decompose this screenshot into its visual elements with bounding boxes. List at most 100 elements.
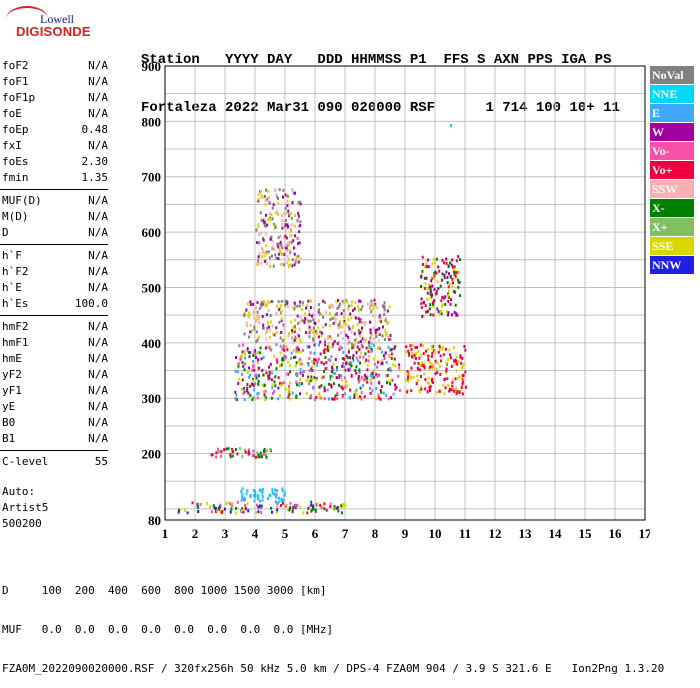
data-point xyxy=(353,332,356,336)
data-point xyxy=(442,261,445,265)
data-point xyxy=(438,390,441,393)
data-point xyxy=(452,265,454,269)
data-point xyxy=(383,313,386,316)
data-point xyxy=(354,338,356,342)
data-point xyxy=(323,502,326,506)
data-point xyxy=(420,306,423,310)
data-point xyxy=(349,388,351,392)
data-point xyxy=(279,364,281,368)
data-point xyxy=(263,393,266,397)
data-point xyxy=(337,323,340,327)
data-point xyxy=(280,319,283,323)
data-point xyxy=(332,316,335,320)
data-point xyxy=(448,272,450,276)
data-point xyxy=(360,375,363,379)
data-point xyxy=(315,331,318,335)
data-point xyxy=(271,510,273,514)
data-point xyxy=(282,188,285,192)
x-tick-label: 3 xyxy=(222,526,229,541)
data-point xyxy=(283,338,286,341)
data-point xyxy=(264,396,267,400)
data-point xyxy=(299,224,302,227)
data-point xyxy=(191,501,194,505)
data-point xyxy=(231,452,234,456)
data-point xyxy=(258,321,261,325)
data-point xyxy=(253,325,256,329)
data-point xyxy=(288,240,291,244)
data-point xyxy=(283,348,286,352)
data-point xyxy=(257,380,260,383)
data-point xyxy=(398,366,401,370)
data-point xyxy=(424,282,427,286)
data-point xyxy=(422,344,424,348)
data-point xyxy=(318,392,321,396)
param-row: foF2 N/A xyxy=(0,58,110,74)
data-point xyxy=(307,507,310,510)
data-point xyxy=(225,502,228,506)
data-point xyxy=(260,511,263,514)
data-point xyxy=(314,322,317,326)
data-point xyxy=(247,375,250,379)
data-point xyxy=(372,343,375,347)
data-point xyxy=(262,218,265,222)
data-point xyxy=(394,345,397,349)
data-point xyxy=(294,191,296,195)
data-point xyxy=(324,356,327,359)
param-row: hmF2 N/A xyxy=(0,319,110,335)
data-point xyxy=(259,504,261,508)
data-point xyxy=(413,353,416,357)
data-point xyxy=(260,304,263,308)
data-point xyxy=(260,231,263,235)
data-point xyxy=(253,494,256,498)
data-point xyxy=(319,340,322,344)
data-cluster xyxy=(240,487,286,504)
data-point xyxy=(456,362,459,366)
data-point xyxy=(285,247,288,251)
data-point xyxy=(350,342,353,346)
data-point xyxy=(436,280,439,284)
data-point xyxy=(335,300,338,304)
param-value: 2.30 xyxy=(81,155,109,168)
data-point xyxy=(297,260,300,264)
data-point xyxy=(260,189,262,193)
param-row: fmin 1.35 xyxy=(0,170,110,186)
data-point xyxy=(257,223,260,227)
param-value: N/A xyxy=(88,352,108,365)
data-point xyxy=(261,498,264,502)
data-point xyxy=(446,276,449,279)
data-point xyxy=(296,236,299,240)
param-name: fmin xyxy=(2,171,29,184)
data-point xyxy=(284,246,287,250)
data-point xyxy=(316,359,319,363)
data-point xyxy=(269,320,272,324)
data-point xyxy=(287,334,290,338)
data-point xyxy=(268,376,271,380)
data-point xyxy=(248,315,251,319)
data-point xyxy=(308,356,311,360)
data-point xyxy=(393,357,396,361)
data-point xyxy=(249,330,252,334)
data-point xyxy=(291,508,294,512)
data-point xyxy=(350,364,353,368)
data-point xyxy=(398,368,401,372)
param-row: B0 N/A xyxy=(0,415,110,431)
data-point xyxy=(338,305,341,309)
param-row: yE N/A xyxy=(0,399,110,415)
data-point xyxy=(450,364,453,368)
data-point xyxy=(306,304,309,308)
data-point xyxy=(346,342,349,346)
data-point xyxy=(268,301,271,305)
data-point xyxy=(453,270,456,274)
data-point xyxy=(277,245,280,249)
data-point xyxy=(357,359,360,363)
data-point xyxy=(245,308,248,312)
data-point xyxy=(298,360,301,364)
data-point xyxy=(376,328,379,332)
data-point xyxy=(298,338,301,342)
data-point xyxy=(225,447,228,451)
data-point xyxy=(324,323,327,327)
param-row: h`E N/A xyxy=(0,280,110,296)
data-point xyxy=(398,388,401,392)
data-point xyxy=(294,260,297,264)
data-point xyxy=(440,312,443,316)
